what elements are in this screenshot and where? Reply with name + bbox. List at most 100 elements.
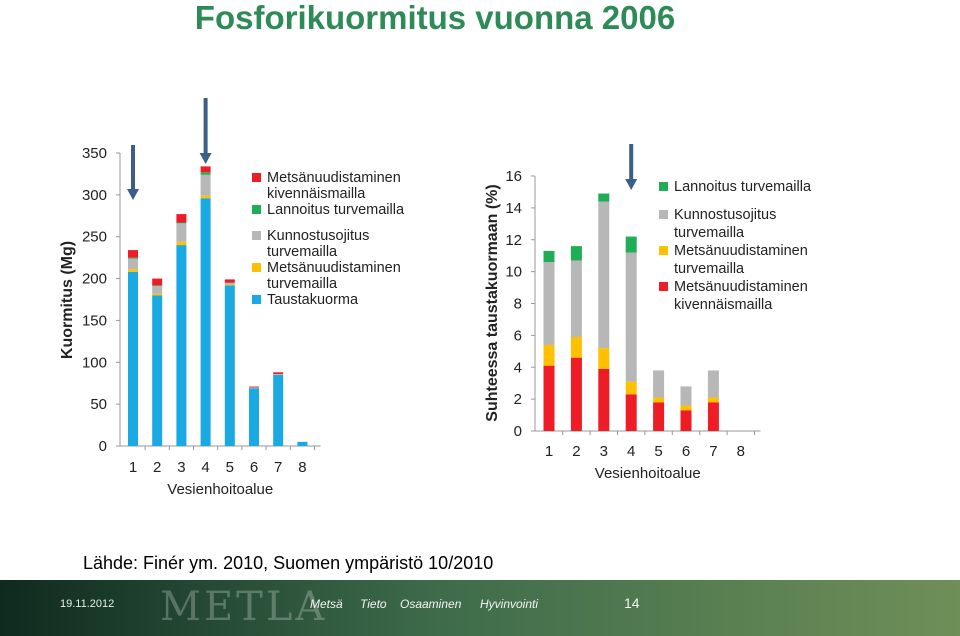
chart2-y-tick-label: 14 bbox=[505, 200, 522, 217]
chart2-legend-swatch-metsanuudistaminen-kivennaismailla bbox=[659, 282, 668, 291]
chart2-category-label: 5 bbox=[654, 443, 662, 460]
chart1-highlight-arrowhead bbox=[127, 189, 139, 200]
chart1-bar-metsanuudistaminen-turvemailla bbox=[224, 284, 235, 286]
chart2-bar-metsanuudistaminen-kivennaismailla bbox=[625, 394, 637, 431]
chart2-bar-metsanuudistaminen-kivennaismailla bbox=[543, 365, 555, 431]
chart2-bar-metsanuudistaminen-turvemailla bbox=[570, 336, 582, 358]
chart2-bar-lannoitus-turvemailla bbox=[543, 250, 555, 263]
chart1-bar-taustakuorma bbox=[249, 388, 259, 446]
chart2-legend-swatch-kunnostusojitus-turvemailla bbox=[659, 210, 668, 219]
chart1-bar-lannoitus-turvemailla bbox=[176, 222, 187, 224]
chart1-y-tick-label: 350 bbox=[82, 145, 107, 162]
chart1-bar-metsanuudistaminen-kivennaismailla bbox=[224, 279, 235, 283]
chart2-bar-metsanuudistaminen-kivennaismailla bbox=[707, 402, 719, 431]
chart1-legend-label: Lannoitus turvemailla bbox=[267, 202, 405, 218]
chart1-bar-metsanuudistaminen-turvemailla bbox=[128, 269, 138, 272]
chart2-category-label: 4 bbox=[627, 443, 635, 460]
chart1-legend-swatch-metsanuudistaminen-kivennaismailla bbox=[252, 173, 261, 182]
chart1-bar-taustakuorma bbox=[297, 441, 308, 446]
chart2-bar-metsanuudistaminen-turvemailla bbox=[653, 397, 665, 403]
chart1-category-label: 8 bbox=[298, 459, 306, 476]
chart1-y-tick-label: 100 bbox=[82, 354, 107, 371]
chart1-legend-label: Taustakuorma bbox=[267, 292, 359, 308]
chart1-legend-label: Metsänuudistaminen bbox=[267, 260, 401, 276]
chart2-legend-swatch-lannoitus-turvemailla bbox=[659, 182, 668, 191]
chart2-bar-kunnostusojitus-turvemailla bbox=[598, 201, 610, 349]
footer-date: 19.11.2012 bbox=[60, 598, 115, 610]
chart1-bar-metsanuudistaminen-kivennaismailla bbox=[249, 386, 259, 388]
chart2-bar-kunnostusojitus-turvemailla bbox=[680, 386, 692, 406]
chart2-bar-metsanuudistaminen-kivennaismailla bbox=[653, 402, 665, 431]
chart2-bar-lannoitus-turvemailla bbox=[570, 246, 582, 261]
chart2-legend-label: Metsänuudistaminen bbox=[674, 279, 808, 295]
chart2-bar-metsanuudistaminen-turvemailla bbox=[707, 397, 719, 403]
chart1-legend-label: turvemailla bbox=[267, 244, 338, 260]
chart2-category-label: 1 bbox=[545, 443, 553, 460]
chart1-bar-taustakuorma bbox=[128, 271, 138, 446]
chart2-legend-swatch-metsanuudistaminen-turvemailla bbox=[659, 246, 668, 255]
chart1-bar-taustakuorma bbox=[176, 245, 187, 446]
chart1-category-label: 2 bbox=[153, 459, 161, 476]
chart1-legend-swatch-lannoitus-turvemailla bbox=[252, 205, 261, 214]
chart2-bar-kunnostusojitus-turvemailla bbox=[543, 262, 555, 345]
chart2-bar-kunnostusojitus-turvemailla bbox=[707, 370, 719, 398]
chart2-bar-kunnostusojitus-turvemailla bbox=[625, 252, 637, 382]
chart2-category-label: 3 bbox=[600, 443, 608, 460]
chart1-bar-kunnostusojitus-turvemailla bbox=[200, 174, 211, 196]
chart1-category-label: 3 bbox=[177, 459, 185, 476]
chart2-highlight-arrowhead bbox=[625, 179, 638, 190]
chart2-legend-label: Metsänuudistaminen bbox=[674, 243, 808, 259]
chart1-bar-taustakuorma bbox=[224, 285, 235, 446]
chart1-bar-metsanuudistaminen-turvemailla bbox=[152, 293, 163, 296]
chart2-bar-metsanuudistaminen-kivennaismailla bbox=[680, 410, 692, 431]
chart2-bar-metsanuudistaminen-turvemailla bbox=[598, 348, 610, 369]
chart2-category-label: 6 bbox=[682, 443, 690, 460]
chart1-bar-metsanuudistaminen-kivennaismailla bbox=[128, 250, 138, 258]
chart1-bar-metsanuudistaminen-kivennaismailla bbox=[273, 372, 284, 375]
chart1-y-tick-label: 50 bbox=[90, 396, 107, 413]
chart1-bar-kunnostusojitus-turvemailla bbox=[128, 258, 138, 270]
chart2-y-tick-label: 4 bbox=[514, 359, 522, 376]
chart2-bar-metsanuudistaminen-turvemailla bbox=[543, 344, 555, 366]
chart2-bar-lannoitus-turvemailla bbox=[625, 236, 637, 253]
chart2-category-label: 2 bbox=[572, 443, 580, 460]
chart1-highlight-arrowhead bbox=[199, 153, 212, 164]
chart1-bar-taustakuorma bbox=[200, 198, 211, 446]
chart1-bar-metsanuudistaminen-kivennaismailla bbox=[176, 214, 187, 223]
chart1-bar-kunnostusojitus-turvemailla bbox=[152, 286, 163, 294]
chart1-bar-kunnostusojitus-turvemailla bbox=[176, 223, 187, 242]
footer-tag-tieto: Tieto bbox=[360, 597, 387, 611]
chart2-bar-kunnostusojitus-turvemailla bbox=[570, 260, 582, 337]
chart1-category-label: 1 bbox=[129, 459, 137, 476]
chart2-legend-label: turvemailla bbox=[674, 225, 745, 241]
chart1-legend-swatch-taustakuorma bbox=[252, 295, 261, 304]
metla-logo: METLA bbox=[160, 584, 328, 630]
chart2-legend-label: turvemailla bbox=[674, 261, 745, 277]
chart1-category-label: 7 bbox=[274, 459, 282, 476]
source-note: Lähde: Finér ym. 2010, Suomen ympäristö … bbox=[83, 553, 494, 573]
chart1-category-label: 4 bbox=[201, 459, 209, 476]
chart1-bar-kunnostusojitus-turvemailla bbox=[224, 282, 235, 285]
chart2-x-axis-label: Vesienhoitoalue bbox=[595, 465, 701, 482]
chart1-bar-lannoitus-turvemailla bbox=[200, 172, 211, 175]
chart1-bar-lannoitus-turvemailla bbox=[128, 257, 138, 259]
chart1-y-axis-label: Kuormitus (Mg) bbox=[59, 241, 76, 359]
chart2-y-tick-label: 10 bbox=[505, 264, 522, 281]
chart1-bar-metsanuudistaminen-turvemailla bbox=[176, 241, 187, 246]
chart1-category-label: 5 bbox=[226, 459, 234, 476]
chart2-bar-metsanuudistaminen-kivennaismailla bbox=[570, 357, 582, 431]
chart1-category-label: 6 bbox=[250, 459, 258, 476]
chart1-bar-metsanuudistaminen-turvemailla bbox=[200, 195, 211, 199]
chart2-y-tick-label: 0 bbox=[514, 423, 522, 440]
footer-tag-hyvinvointi: Hyvinvointi bbox=[480, 597, 539, 611]
chart1-legend-label: kivennäismailla bbox=[267, 186, 366, 202]
chart1-x-axis-label: Vesienhoitoalue bbox=[167, 481, 273, 498]
chart2-y-tick-label: 6 bbox=[514, 327, 522, 344]
chart1-legend-label: turvemailla bbox=[267, 276, 338, 292]
chart1-bar-lannoitus-turvemailla bbox=[152, 285, 163, 287]
chart1-y-tick-label: 200 bbox=[82, 271, 107, 288]
chart1-bar-metsanuudistaminen-kivennaismailla bbox=[200, 166, 211, 173]
chart2-bar-kunnostusojitus-turvemailla bbox=[653, 370, 665, 398]
chart2-bar-metsanuudistaminen-kivennaismailla bbox=[598, 368, 610, 431]
